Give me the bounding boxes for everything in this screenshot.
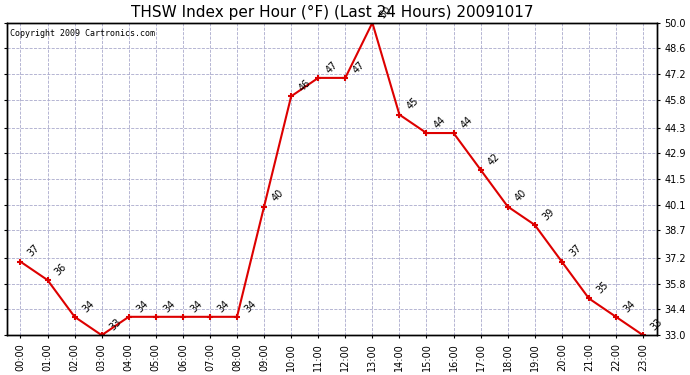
Text: 39: 39: [540, 206, 556, 222]
Text: 33: 33: [649, 316, 664, 332]
Text: 34: 34: [135, 298, 150, 314]
Text: 37: 37: [567, 243, 583, 259]
Text: 50: 50: [378, 4, 394, 20]
Text: 44: 44: [432, 114, 448, 130]
Text: 34: 34: [622, 298, 638, 314]
Text: 36: 36: [53, 261, 69, 277]
Text: 46: 46: [297, 78, 313, 93]
Text: 40: 40: [270, 188, 286, 204]
Text: 47: 47: [351, 59, 366, 75]
Text: 34: 34: [215, 298, 231, 314]
Title: THSW Index per Hour (°F) (Last 24 Hours) 20091017: THSW Index per Hour (°F) (Last 24 Hours)…: [130, 5, 533, 20]
Text: 33: 33: [107, 316, 123, 332]
Text: 40: 40: [513, 188, 529, 204]
Text: 34: 34: [80, 298, 96, 314]
Text: 44: 44: [459, 114, 475, 130]
Text: 42: 42: [486, 151, 502, 167]
Text: Copyright 2009 Cartronics.com: Copyright 2009 Cartronics.com: [10, 29, 155, 38]
Text: 35: 35: [595, 280, 610, 296]
Text: 34: 34: [188, 298, 204, 314]
Text: 37: 37: [26, 243, 42, 259]
Text: 34: 34: [161, 298, 177, 314]
Text: 47: 47: [324, 59, 339, 75]
Text: 45: 45: [405, 96, 421, 112]
Text: 34: 34: [243, 298, 258, 314]
